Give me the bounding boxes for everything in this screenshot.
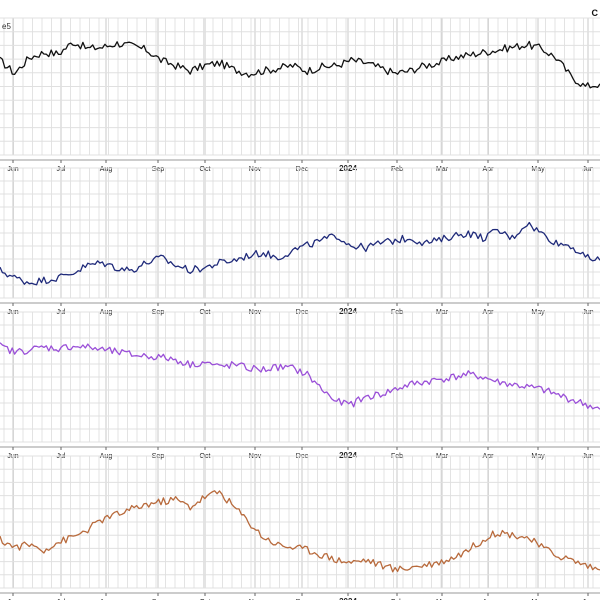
series-line: [0, 221, 600, 286]
x-tick-label: 2024: [339, 597, 357, 600]
series-line: [0, 40, 600, 89]
top-left-label: e5: [2, 22, 11, 31]
chart-panel-3: JunJulAugSepOctNovDec2024FebMarAprMayJun: [0, 311, 600, 460]
chart-panel-2: JunJulAugSepOctNovDec2024FebMarAprMayJun: [0, 167, 600, 316]
top-right-label: C: [591, 8, 599, 18]
chart-panel-4: JunJulAugSepOctNovDec2024FebMarAprMayJun: [0, 455, 600, 600]
series-line: [0, 342, 600, 410]
chart-panel-1: JunJulAugSepOctNovDec2024FebMarAprMayJun: [0, 17, 600, 173]
series-line: [0, 490, 600, 573]
